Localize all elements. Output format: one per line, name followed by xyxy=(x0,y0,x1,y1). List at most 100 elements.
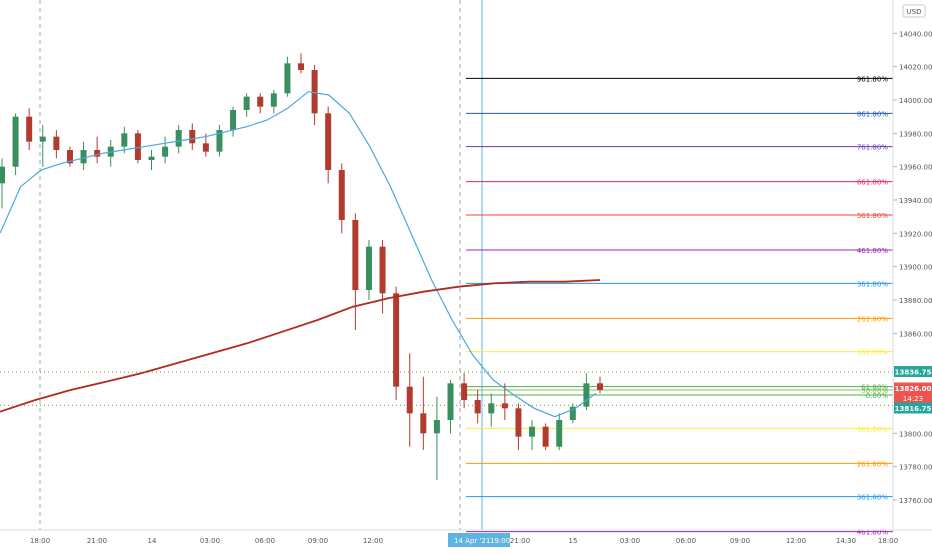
candle-body-1 xyxy=(12,116,19,167)
price-tick-label-1: 14040.00 xyxy=(899,30,932,38)
time-highlight-date: 14 Apr '21 xyxy=(454,537,490,545)
candle-body-35 xyxy=(474,400,481,414)
fib-level-label-11: 0.00% xyxy=(866,392,889,400)
time-tick-label-15: 18:00 xyxy=(878,537,898,545)
candle-body-21 xyxy=(284,63,291,94)
currency-label[interactable]: USD xyxy=(902,4,926,18)
session-separators xyxy=(39,0,483,530)
candle-body-30 xyxy=(406,386,413,414)
price-badge-label-1: 13826.00 xyxy=(895,385,932,393)
candle-body-10 xyxy=(134,133,141,160)
fib-level-label-3: 661.80% xyxy=(857,179,888,187)
candle-body-11 xyxy=(148,156,155,160)
time-tick-label-8: 21:00 xyxy=(510,537,530,545)
time-tick-label-6: 12:00 xyxy=(363,537,383,545)
time-tick-label-0: 18:00 xyxy=(30,537,50,545)
time-tick-label-11: 06:00 xyxy=(676,537,696,545)
candle-body-25 xyxy=(338,170,345,220)
price-tick-label-7: 13920.00 xyxy=(899,230,932,238)
time-tick-label-2: 14 xyxy=(148,537,157,545)
fib-level-label-15: 461.80% xyxy=(857,529,888,537)
ma-slow-line xyxy=(0,279,601,413)
currency-label-text: USD xyxy=(907,8,922,16)
fib-level-label-4: 561.80% xyxy=(857,212,888,220)
candle-body-17 xyxy=(230,110,237,130)
candle-body-32 xyxy=(433,420,440,434)
price-badge-label-0: 13836.75 xyxy=(895,369,932,377)
candle-body-44 xyxy=(597,383,603,390)
price-badge-0 xyxy=(894,366,932,377)
candle-body-28 xyxy=(379,246,386,294)
time-tick-label-14: 14:30 xyxy=(836,537,856,545)
price-guide-lines xyxy=(0,371,893,406)
price-tick-label-9: 13880.00 xyxy=(899,297,932,305)
candle-body-31 xyxy=(420,413,427,434)
fib-level-label-9: 61.80% xyxy=(861,384,888,392)
candle-body-19 xyxy=(257,96,264,107)
candle-body-34 xyxy=(461,383,468,400)
candle-body-36 xyxy=(488,403,495,414)
fib-level-label-7: 261.80% xyxy=(857,315,888,323)
candle-body-9 xyxy=(121,133,128,147)
candle-body-26 xyxy=(352,220,359,290)
time-tick-label-5: 09:00 xyxy=(308,537,328,545)
candle-body-5 xyxy=(66,150,73,164)
candle-body-4 xyxy=(53,136,60,150)
fib-level-label-10: 50.00% xyxy=(861,387,888,395)
price-axis[interactable]: 14040.00 14020.00 14000.00 13980.00 13960.00… xyxy=(893,30,932,505)
fib-level-label-13: 261.80% xyxy=(857,460,888,468)
candle-body-2 xyxy=(26,116,33,142)
candle-body-41 xyxy=(556,420,563,447)
time-tick-label-4: 06:00 xyxy=(255,537,275,545)
time-tick-label-1: 21:00 xyxy=(87,537,107,545)
time-highlight-box xyxy=(448,533,510,547)
candle-body-12 xyxy=(162,146,169,157)
fib-level-label-5: 461.80% xyxy=(857,247,888,255)
currency-label-box xyxy=(902,4,926,18)
price-tick-label-8: 13900.00 xyxy=(899,264,932,272)
price-tick-label-6: 13940.00 xyxy=(899,197,932,205)
candle-body-0 xyxy=(0,166,5,184)
price-tick-label-12: 13780.00 xyxy=(899,464,932,472)
ma-fast-line xyxy=(0,91,597,418)
candle-body-15 xyxy=(202,143,209,152)
time-highlight-time: 19:00 xyxy=(490,537,510,545)
price-badges: 13836.75 13826.00 14:23 13816.75 xyxy=(894,366,932,414)
price-tick-label-5: 13960.00 xyxy=(899,164,932,172)
candle-body-38 xyxy=(515,408,522,437)
candle-body-23 xyxy=(311,70,318,114)
candle-body-33 xyxy=(447,383,454,420)
time-tick-label-3: 03:00 xyxy=(200,537,220,545)
price-candles xyxy=(0,53,603,480)
price-tick-label-4: 13980.00 xyxy=(899,130,932,138)
fib-level-label-2: 761.80% xyxy=(857,144,888,152)
candle-body-29 xyxy=(393,293,400,387)
price-tick-label-3: 14000.00 xyxy=(899,97,932,105)
candle-body-39 xyxy=(529,426,536,437)
candle-body-16 xyxy=(216,130,223,152)
candle-body-7 xyxy=(94,150,101,157)
candle-body-3 xyxy=(39,136,46,142)
candle-body-40 xyxy=(542,426,549,447)
price-tick-label-11: 13800.00 xyxy=(899,430,932,438)
time-tick-label-12: 09:00 xyxy=(730,537,750,545)
fib-level-label-0: 961.80% xyxy=(857,75,888,83)
time-axis[interactable]: 18:00 21:00 14 03:00 06:00 09:00 12:00 21:00 15 0… xyxy=(30,533,898,547)
candle-body-13 xyxy=(175,130,182,147)
price-badge-sublabel-1: 14:23 xyxy=(903,395,923,403)
candle-body-42 xyxy=(569,406,576,420)
candle-body-20 xyxy=(270,93,277,107)
fibonacci-extension-levels[interactable]: 961.80% 861.80% 761.80% 661.80% 561.80% 461.8… xyxy=(466,75,893,537)
fib-level-label-6: 361.80% xyxy=(857,280,888,288)
moving-averages xyxy=(0,91,601,418)
candle-body-18 xyxy=(243,96,250,110)
time-tick-label-13: 12:00 xyxy=(786,537,806,545)
candle-body-22 xyxy=(298,63,304,70)
price-badge-1 xyxy=(894,382,932,405)
candle-body-14 xyxy=(189,130,196,144)
price-tick-label-10: 13860.00 xyxy=(899,330,932,338)
time-tick-label-10: 03:00 xyxy=(620,537,640,545)
